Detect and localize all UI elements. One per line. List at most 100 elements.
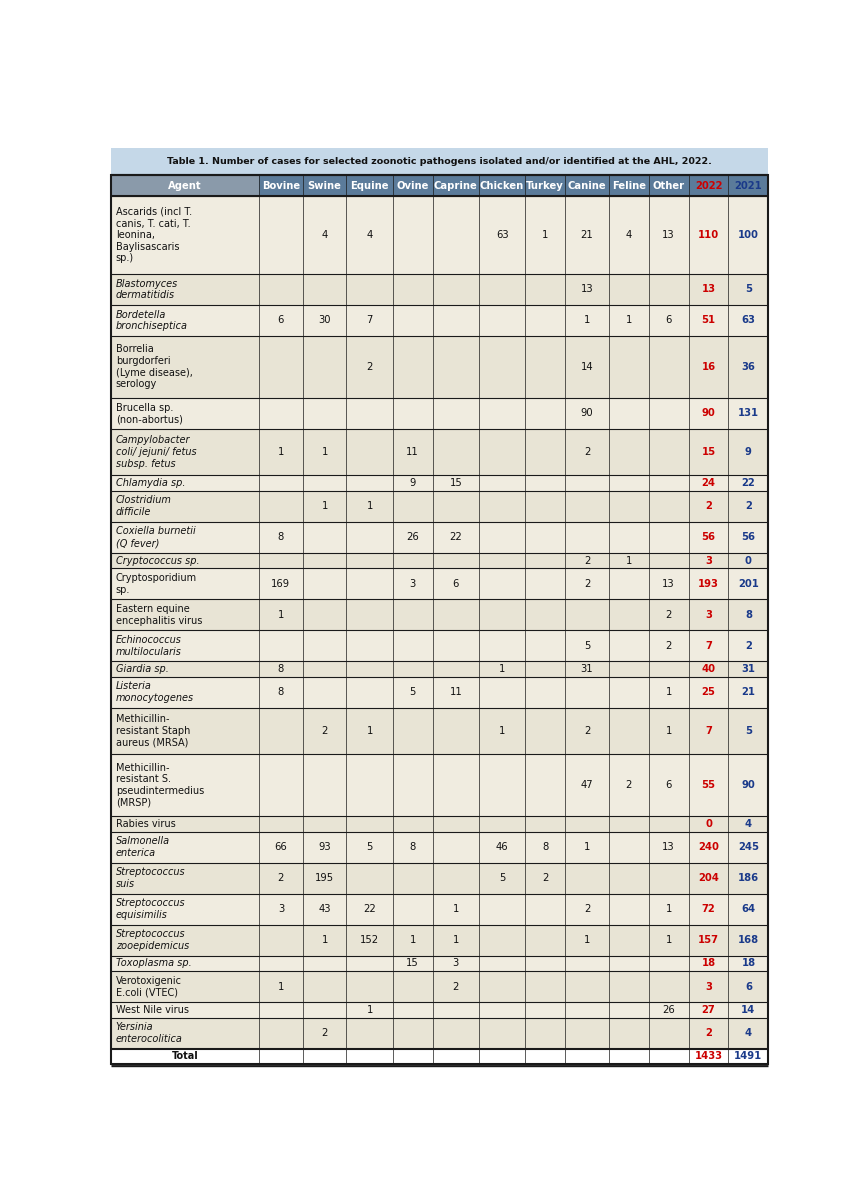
Text: 56: 56 <box>702 533 716 542</box>
Text: Bordetella
bronchiseptica: Bordetella bronchiseptica <box>116 310 188 331</box>
Text: Swine: Swine <box>308 180 341 191</box>
Text: 1: 1 <box>278 610 284 619</box>
Text: 16: 16 <box>702 362 716 372</box>
Text: Rabies virus: Rabies virus <box>116 818 176 829</box>
Text: 36: 36 <box>741 362 755 372</box>
Text: 8: 8 <box>745 610 752 619</box>
Text: 5: 5 <box>745 284 752 294</box>
Text: 8: 8 <box>278 533 284 542</box>
Text: 186: 186 <box>738 874 759 883</box>
Text: 1: 1 <box>322 502 328 511</box>
Text: 1: 1 <box>625 316 632 325</box>
Text: Methicillin-
resistant Staph
aureus (MRSA): Methicillin- resistant Staph aureus (MRS… <box>116 714 190 748</box>
Bar <box>112 894 768 925</box>
Text: 15: 15 <box>407 959 419 968</box>
Text: 1: 1 <box>278 982 284 991</box>
Text: 22: 22 <box>450 533 462 542</box>
Text: 8: 8 <box>278 664 284 674</box>
Text: Ascarids (incl T.
canis, T. cati, T.
leonina,
Baylisascaris
sp.): Ascarids (incl T. canis, T. cati, T. leo… <box>116 206 192 263</box>
Text: 40: 40 <box>702 664 716 674</box>
Bar <box>112 175 259 197</box>
Text: 152: 152 <box>360 935 379 946</box>
Text: Salmonella
enterica: Salmonella enterica <box>116 836 170 858</box>
Text: 1: 1 <box>278 448 284 457</box>
Text: West Nile virus: West Nile virus <box>116 1004 189 1015</box>
Bar <box>112 708 768 755</box>
Text: 2: 2 <box>322 726 328 736</box>
Text: Bovine: Bovine <box>262 180 300 191</box>
Bar <box>112 491 768 522</box>
Text: 1: 1 <box>453 935 459 946</box>
Text: 21: 21 <box>581 230 594 240</box>
Text: 204: 204 <box>698 874 719 883</box>
Text: 1: 1 <box>625 556 632 565</box>
Text: 5: 5 <box>366 842 373 852</box>
Bar <box>112 336 768 398</box>
Text: 4: 4 <box>625 230 631 240</box>
Text: 7: 7 <box>366 316 373 325</box>
Text: 240: 240 <box>698 842 719 852</box>
Text: Other: Other <box>653 180 685 191</box>
Text: Listeria
monocytogenes: Listeria monocytogenes <box>116 682 194 703</box>
Text: Streptococcus
suis: Streptococcus suis <box>116 868 185 889</box>
Text: Campylobacter
coli/ jejuni/ fetus
subsp. fetus: Campylobacter coli/ jejuni/ fetus subsp.… <box>116 436 196 469</box>
Text: 31: 31 <box>581 664 593 674</box>
Text: 3: 3 <box>705 610 712 619</box>
Bar <box>112 148 768 175</box>
Text: 2: 2 <box>453 982 459 991</box>
Text: 168: 168 <box>738 935 759 946</box>
Bar <box>112 630 768 661</box>
Text: 22: 22 <box>363 904 376 914</box>
Text: Chlamydia sp.: Chlamydia sp. <box>116 478 185 488</box>
Text: 245: 245 <box>738 842 758 852</box>
Text: 56: 56 <box>741 533 755 542</box>
Text: 2: 2 <box>705 502 712 511</box>
Text: Table 1. Number of cases for selected zoonotic pathogens isolated and/or identif: Table 1. Number of cases for selected zo… <box>167 157 712 166</box>
Text: 100: 100 <box>738 230 758 240</box>
Text: 14: 14 <box>741 1004 756 1015</box>
Text: Cryptococcus sp.: Cryptococcus sp. <box>116 556 199 565</box>
Text: 24: 24 <box>702 478 716 488</box>
Bar <box>112 522 768 553</box>
Text: 15: 15 <box>450 478 462 488</box>
Text: 31: 31 <box>741 664 755 674</box>
Text: 1: 1 <box>453 904 459 914</box>
Bar <box>112 398 768 428</box>
Text: Blastomyces
dermatitidis: Blastomyces dermatitidis <box>116 278 178 300</box>
Bar <box>112 569 768 599</box>
Text: 3: 3 <box>705 556 712 565</box>
Text: Eastern equine
encephalitis virus: Eastern equine encephalitis virus <box>116 604 202 625</box>
Text: 25: 25 <box>702 688 716 697</box>
Bar <box>112 475 768 491</box>
Text: Feline: Feline <box>612 180 646 191</box>
Text: 2: 2 <box>583 726 590 736</box>
Text: 46: 46 <box>496 842 509 852</box>
Text: 195: 195 <box>315 874 334 883</box>
Bar <box>112 816 768 832</box>
Text: 9: 9 <box>409 478 416 488</box>
Text: 131: 131 <box>738 408 759 419</box>
Text: 2: 2 <box>745 641 752 650</box>
Text: 1: 1 <box>498 664 505 674</box>
Bar <box>112 955 768 971</box>
Bar <box>112 755 768 816</box>
Text: Clostridium
difficile: Clostridium difficile <box>116 496 172 517</box>
Text: 2: 2 <box>278 874 284 883</box>
Text: 1: 1 <box>366 1004 373 1015</box>
Text: 2: 2 <box>625 780 632 791</box>
Bar <box>112 1002 768 1018</box>
Bar <box>112 661 768 677</box>
Text: 2: 2 <box>745 502 752 511</box>
Text: 90: 90 <box>741 780 755 791</box>
Text: 1: 1 <box>498 726 505 736</box>
Text: 11: 11 <box>450 688 462 697</box>
Text: 14: 14 <box>581 362 593 372</box>
Text: 13: 13 <box>662 230 675 240</box>
Text: 4: 4 <box>322 230 328 240</box>
Text: 1: 1 <box>322 448 328 457</box>
Bar <box>112 677 768 708</box>
Text: 6: 6 <box>666 316 672 325</box>
Bar <box>112 175 768 197</box>
Text: 90: 90 <box>581 408 593 419</box>
Text: 6: 6 <box>278 316 284 325</box>
